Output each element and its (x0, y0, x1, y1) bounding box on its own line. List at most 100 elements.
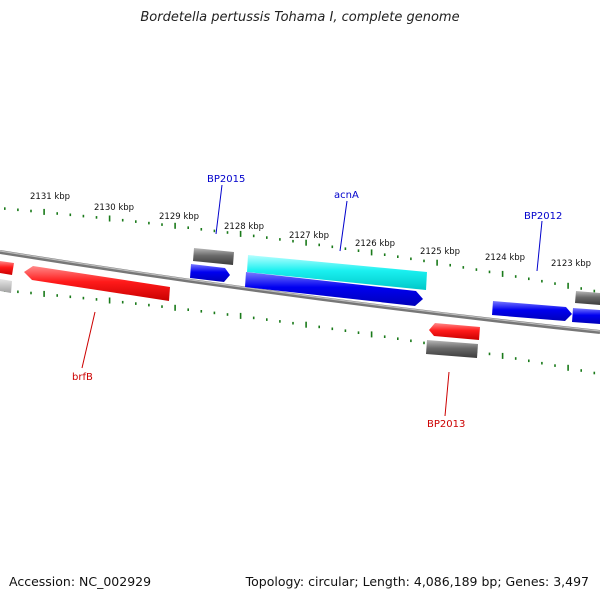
minor-tick (423, 341, 425, 345)
major-tick (305, 239, 307, 246)
minor-tick (488, 270, 491, 274)
gene-arrow-bp2015[interactable] (190, 264, 230, 282)
minor-tick (161, 305, 163, 308)
gene-arrow-bp2013-red[interactable] (429, 323, 480, 340)
minor-tick (135, 302, 137, 305)
minor-tick (266, 236, 268, 239)
minor-tick (56, 212, 58, 215)
minor-tick (462, 266, 465, 269)
minor-tick (213, 229, 216, 233)
minor-tick (580, 369, 582, 372)
major-tick (436, 259, 438, 266)
minor-tick (135, 220, 137, 223)
gene-arrow-bp2012[interactable] (492, 301, 572, 321)
minor-tick (200, 310, 203, 313)
major-tick (567, 282, 569, 289)
gene-arrow-brfb[interactable] (24, 266, 170, 301)
gene-label-bp2013[interactable]: BP2013 (427, 419, 465, 430)
gene-label-bp2015[interactable]: BP2015 (207, 174, 245, 185)
scale-label: 2131 kbp (30, 192, 70, 202)
major-tick (108, 215, 111, 222)
accession-text: Accession: NC_002929 (9, 574, 152, 589)
gene-arrow-acna[interactable] (245, 272, 423, 306)
minor-tick (200, 228, 203, 231)
minor-tick (397, 337, 399, 340)
minor-tick (554, 364, 556, 367)
minor-tick (161, 223, 163, 226)
minor-tick (528, 359, 530, 363)
minor-tick (69, 295, 72, 299)
minor-tick (69, 213, 72, 217)
minor-tick (30, 291, 32, 295)
gene-arrow[interactable] (0, 279, 12, 293)
minor-tick (318, 243, 320, 247)
minor-tick (475, 268, 478, 271)
major-tick (305, 321, 307, 328)
minor-tick (383, 253, 386, 256)
minor-tick (148, 303, 150, 307)
major-tick (501, 352, 504, 359)
minor-tick (528, 277, 530, 281)
leader-line (536, 220, 543, 272)
minor-tick (213, 311, 216, 315)
forward-strand-features (0, 248, 600, 305)
gene-arrow-bp2013[interactable] (426, 340, 478, 358)
gene-label-brfb[interactable]: brfB (72, 372, 93, 383)
major-tick (43, 208, 45, 215)
genome-backbone-highlight (0, 250, 600, 332)
gene-label-acna[interactable]: acnA (334, 190, 359, 201)
major-tick (370, 331, 373, 338)
major-tick (43, 290, 45, 297)
minor-tick (514, 357, 517, 360)
gene-arrow[interactable] (572, 308, 600, 324)
map-title: Bordetella pertussis Tohama I, complete … (140, 10, 460, 25)
major-tick (108, 297, 111, 304)
minor-tick (344, 247, 347, 250)
gene-arrow[interactable] (247, 255, 427, 290)
scale-label: 2127 kbp (289, 231, 329, 241)
gene-label-bp2012[interactable]: BP2012 (524, 211, 562, 222)
gene-arrow[interactable] (193, 248, 234, 265)
leader-line (215, 184, 223, 235)
minor-tick (410, 339, 412, 343)
minor-tick (226, 231, 229, 234)
minor-tick (423, 259, 425, 263)
minor-tick (410, 257, 412, 261)
scale-label: 2126 kbp (355, 239, 395, 249)
minor-tick (30, 209, 32, 213)
minor-tick (318, 325, 320, 329)
gene-arrow[interactable] (575, 291, 600, 305)
minor-tick (95, 298, 98, 301)
inner-scale-track (4, 289, 596, 375)
minor-tick (488, 352, 491, 356)
minor-tick (292, 239, 294, 243)
leader-line (444, 371, 450, 417)
minor-tick (593, 371, 596, 375)
minor-tick (17, 208, 19, 212)
gene-arrow[interactable] (0, 261, 14, 275)
minor-tick (357, 331, 360, 334)
major-tick (370, 249, 373, 256)
scale-label: 2123 kbp (551, 259, 591, 269)
minor-tick (554, 282, 556, 285)
genome-summary-text: Topology: circular; Length: 4,086,189 bp… (245, 574, 589, 589)
minor-tick (226, 313, 229, 316)
minor-tick (148, 221, 150, 225)
major-tick (239, 312, 242, 319)
minor-tick (17, 290, 19, 294)
major-tick (567, 364, 569, 371)
forward-cds-features (190, 264, 600, 324)
scale-label: 2125 kbp (420, 247, 460, 257)
scale-label: 2130 kbp (94, 203, 134, 213)
reverse-strand-features (24, 266, 480, 358)
scale-labels: 2131 kbp 2130 kbp 2129 kbp 2128 kbp 2127… (30, 192, 591, 269)
major-tick (174, 304, 176, 311)
leader-line (339, 200, 348, 252)
minor-tick (357, 249, 360, 252)
minor-tick (541, 279, 543, 283)
minor-tick (279, 238, 281, 241)
gene-labels: BP2015 acnA BP2012 brfB BP2013 (72, 174, 562, 430)
minor-tick (397, 255, 399, 258)
major-tick (501, 270, 504, 277)
